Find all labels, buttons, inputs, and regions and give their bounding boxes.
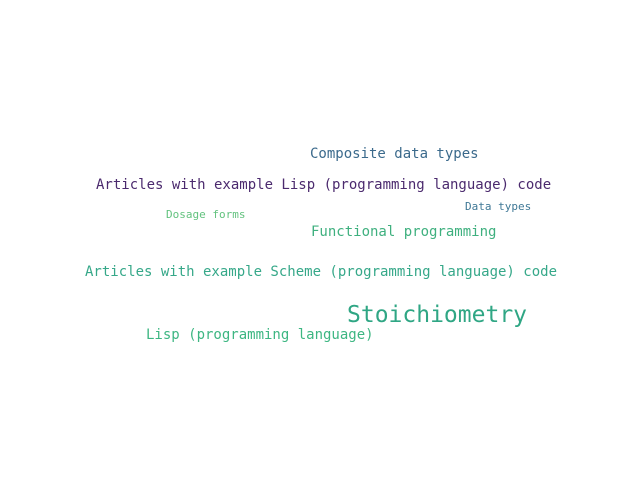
- word-dosage-forms: Dosage forms: [166, 208, 246, 221]
- word-articles-lisp-code: Articles with example Lisp (programming …: [96, 177, 552, 193]
- word-stoichiometry: Stoichiometry: [347, 302, 528, 328]
- word-composite-data-types: Composite data types: [310, 146, 479, 162]
- word-functional-programming: Functional programming: [311, 224, 497, 240]
- word-articles-scheme-code: Articles with example Scheme (programmin…: [85, 264, 558, 280]
- word-data-types: Data types: [465, 200, 532, 213]
- word-lisp-programming-language: Lisp (programming language): [146, 327, 374, 343]
